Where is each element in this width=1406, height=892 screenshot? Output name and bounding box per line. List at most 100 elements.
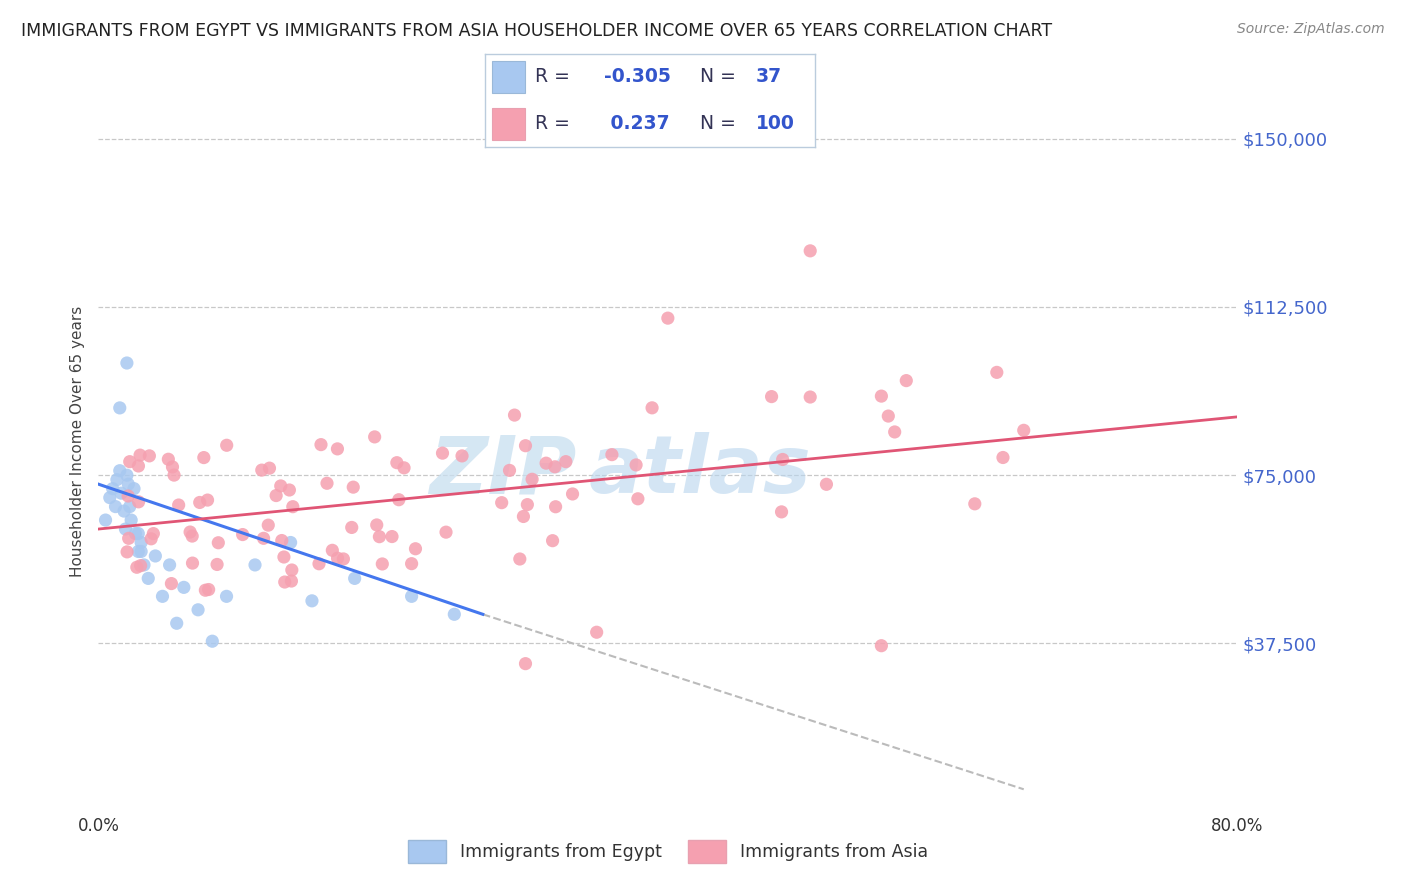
Legend: Immigrants from Egypt, Immigrants from Asia: Immigrants from Egypt, Immigrants from A… [401, 833, 935, 870]
Bar [492, 61, 524, 93]
Point [534, 456, 557, 470]
Point [167, 498, 190, 512]
Point [332, 552, 354, 566]
Point [188, 495, 211, 509]
Point [112, 504, 135, 518]
Point [363, 430, 385, 444]
Point [877, 409, 900, 423]
Point [179, 524, 201, 539]
Point [94, 513, 117, 527]
Point [991, 450, 1014, 465]
Point [157, 452, 180, 467]
Text: ZIP: ZIP [429, 432, 576, 510]
Point [273, 549, 295, 564]
Point [110, 486, 132, 500]
Point [145, 549, 167, 563]
Point [108, 464, 131, 478]
Point [963, 497, 986, 511]
Point [512, 509, 534, 524]
Point [232, 527, 254, 541]
Y-axis label: Householder Income Over 65 years: Householder Income Over 65 years [69, 306, 84, 577]
Point [117, 477, 139, 491]
Point [152, 590, 174, 604]
Point [986, 365, 1008, 379]
Point [243, 558, 266, 572]
Point [127, 544, 149, 558]
Point [280, 574, 302, 588]
Point [193, 450, 215, 465]
Point [657, 311, 679, 326]
Text: Source: ZipAtlas.com: Source: ZipAtlas.com [1237, 22, 1385, 37]
Point [815, 477, 838, 491]
Point [278, 483, 301, 497]
Point [600, 448, 623, 462]
Point [503, 408, 526, 422]
Point [401, 590, 423, 604]
Point [105, 473, 128, 487]
Point [181, 556, 204, 570]
Text: R =: R = [534, 68, 569, 87]
Point [451, 449, 474, 463]
Point [799, 244, 821, 258]
Point [181, 529, 204, 543]
Point [129, 448, 152, 462]
Point [770, 505, 793, 519]
Point [125, 560, 148, 574]
Point [187, 603, 209, 617]
Point [270, 533, 292, 548]
Point [162, 459, 184, 474]
Point [215, 590, 238, 604]
Point [118, 455, 141, 469]
Point [274, 574, 297, 589]
Point [270, 479, 292, 493]
Point [309, 437, 332, 451]
Point [117, 489, 139, 503]
Point [101, 482, 124, 496]
Point [870, 639, 893, 653]
Point [896, 374, 918, 388]
Point [498, 463, 520, 477]
Text: 100: 100 [756, 114, 794, 133]
Point [122, 482, 145, 496]
Point [554, 455, 576, 469]
Point [392, 460, 415, 475]
Point [799, 390, 821, 404]
Point [215, 438, 238, 452]
Point [432, 446, 454, 460]
Point [129, 544, 152, 558]
Point [108, 401, 131, 415]
Text: R =: R = [534, 114, 569, 133]
Point [118, 531, 141, 545]
Point [142, 526, 165, 541]
Text: 0.237: 0.237 [605, 114, 669, 133]
Point [772, 452, 794, 467]
Point [509, 552, 531, 566]
Point [561, 487, 583, 501]
Point [641, 401, 664, 415]
Text: N =: N = [700, 68, 735, 87]
Point [491, 496, 513, 510]
Point [1012, 423, 1035, 437]
Point [115, 468, 138, 483]
Point [761, 390, 783, 404]
Point [405, 541, 427, 556]
Point [371, 557, 394, 571]
Point [197, 493, 219, 508]
Point [166, 616, 188, 631]
Point [104, 500, 127, 514]
Point [627, 491, 650, 506]
Point [259, 461, 281, 475]
Point [264, 489, 287, 503]
Point [366, 518, 388, 533]
Point [883, 425, 905, 439]
Point [160, 576, 183, 591]
Point [201, 634, 224, 648]
Point [541, 533, 564, 548]
Point [205, 558, 228, 572]
Point [197, 582, 219, 597]
Point [280, 535, 302, 549]
Text: N =: N = [700, 114, 735, 133]
Point [544, 500, 567, 514]
Point [163, 468, 186, 483]
Text: -0.305: -0.305 [605, 68, 671, 87]
